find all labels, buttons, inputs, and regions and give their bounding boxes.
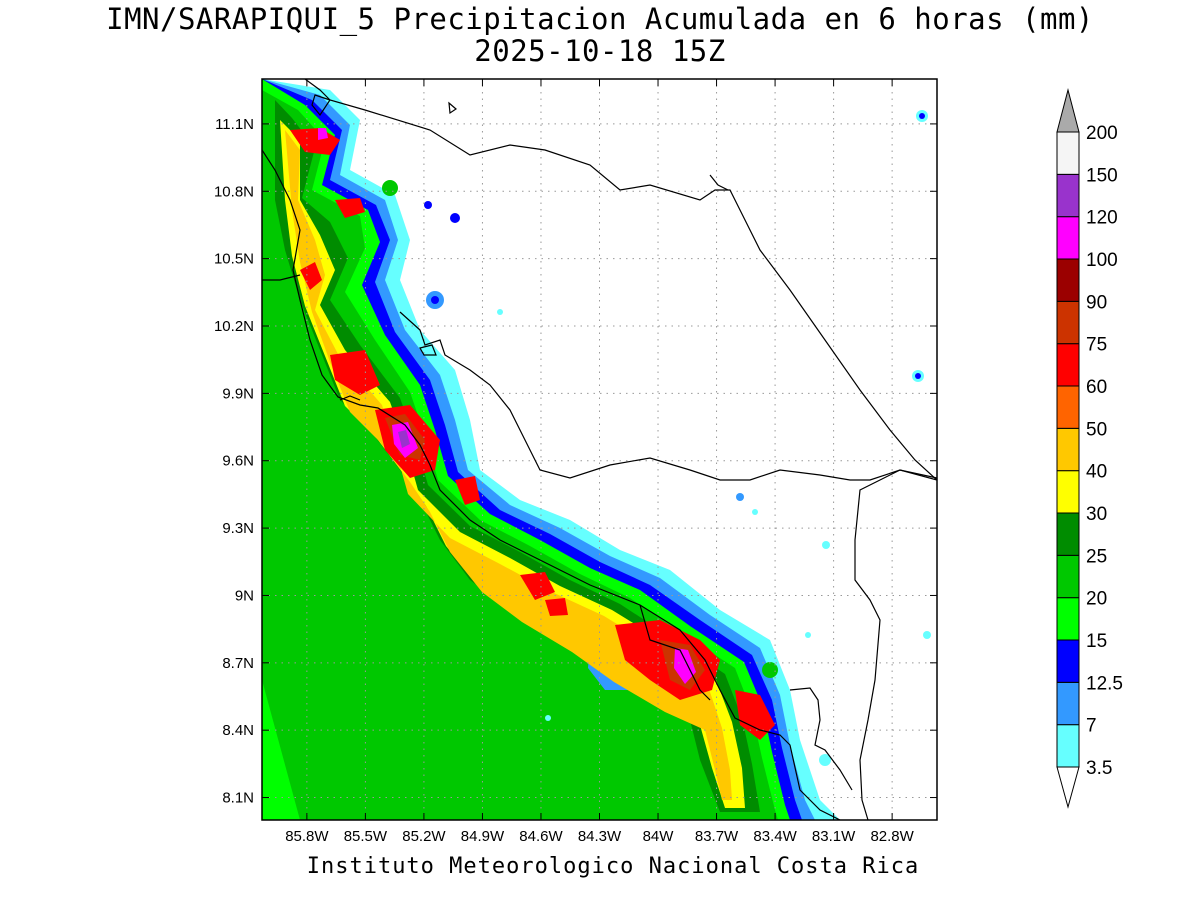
colorbar-label: 100: [1086, 250, 1118, 271]
coastline-and-borders: [262, 79, 937, 820]
lat-tick-label: 10.2N: [214, 318, 254, 335]
colorbar-label: 3.5: [1086, 758, 1112, 779]
colorbar-label: 200: [1086, 123, 1118, 144]
colorbar-swatch: [1056, 470, 1080, 514]
colorbar-swatch: [1056, 131, 1080, 175]
lon-tick-label: 82.8W: [870, 828, 914, 845]
colorbar-swatch: [1056, 258, 1080, 302]
lon-tick-label: 85.5W: [344, 828, 388, 845]
map-subtitle: 2025-10-18 15Z: [474, 34, 726, 68]
colorbar-swatch: [1056, 173, 1080, 218]
colorbar-label: 50: [1086, 419, 1107, 440]
colorbar-swatch: [1056, 343, 1080, 387]
colorbar-label: 150: [1086, 165, 1118, 186]
colorbar-label: 15: [1086, 631, 1107, 652]
lon-tick-label: 83.4W: [753, 828, 797, 845]
colorbar-label: 60: [1086, 377, 1107, 398]
lon-tick-label: 84.6W: [519, 828, 563, 845]
lat-tick-label: 10.5N: [214, 251, 254, 268]
footer-credit: Instituto Meteorologico Nacional Costa R…: [306, 854, 920, 879]
lon-tick-label: 83.1W: [812, 828, 856, 845]
lat-tick-label: 10.8N: [214, 183, 254, 200]
colorbar-swatch: [1056, 512, 1080, 556]
precip-isolated-cells: [382, 110, 931, 766]
colorbar-swatch: [1056, 597, 1080, 641]
precip-band-150: [398, 430, 410, 448]
colorbar-swatch: [1056, 554, 1080, 599]
colorbar-label: 30: [1086, 504, 1107, 525]
map-axes: 85.8W 85.5W 85.2W 84.9W 84.6W 84.3W 84W 83.7W 83…: [214, 79, 937, 845]
colorbar-label: 75: [1086, 335, 1107, 356]
colorbar-swatch: [1056, 639, 1080, 683]
colorbar-under-arrow: [1056, 766, 1080, 809]
precipitation-field: [262, 79, 931, 820]
colorbar-swatch: [1056, 300, 1080, 345]
colorbar-label: 25: [1086, 546, 1107, 567]
lon-tick-label: 85.8W: [285, 828, 329, 845]
lat-tick-label: 9N: [235, 587, 254, 604]
colorbar-label: 120: [1086, 208, 1118, 229]
colorbar-label: 12.5: [1086, 673, 1123, 694]
lon-tick-label: 84.9W: [461, 828, 505, 845]
lon-tick-label: 83.7W: [695, 828, 739, 845]
color-legend: 3.5 7 12.5 15 20 25 30 40 50 60 75 90 100 120 150 200: [1056, 88, 1123, 809]
lon-tick-label: 84W: [643, 828, 675, 845]
map-title: IMN/SARAPIQUI_5 Precipitacion Acumulada …: [106, 2, 1094, 36]
colorbar-label: 40: [1086, 462, 1107, 483]
lat-tick-label: 8.1N: [222, 790, 254, 807]
colorbar-swatch: [1056, 724, 1080, 768]
lon-tick-label: 85.2W: [402, 828, 446, 845]
lon-tick-label: 84.3W: [578, 828, 622, 845]
lat-tick-label: 8.4N: [222, 722, 254, 739]
colorbar-swatch: [1056, 216, 1080, 260]
lat-tick-label: 9.3N: [222, 520, 254, 537]
colorbar-over-arrow: [1056, 88, 1080, 133]
colorbar-swatch: [1056, 681, 1080, 726]
lat-tick-label: 9.9N: [222, 385, 254, 402]
colorbar-label: 7: [1086, 716, 1097, 737]
colorbar-label: 20: [1086, 589, 1107, 610]
colorbar-swatch: [1056, 427, 1080, 472]
lat-tick-label: 8.7N: [222, 655, 254, 672]
map-grid: [262, 79, 937, 820]
colorbar-swatch: [1056, 385, 1080, 429]
lat-tick-label: 11.1N: [215, 116, 254, 133]
colorbar-label: 90: [1086, 292, 1107, 313]
lat-tick-label: 9.6N: [222, 453, 254, 470]
